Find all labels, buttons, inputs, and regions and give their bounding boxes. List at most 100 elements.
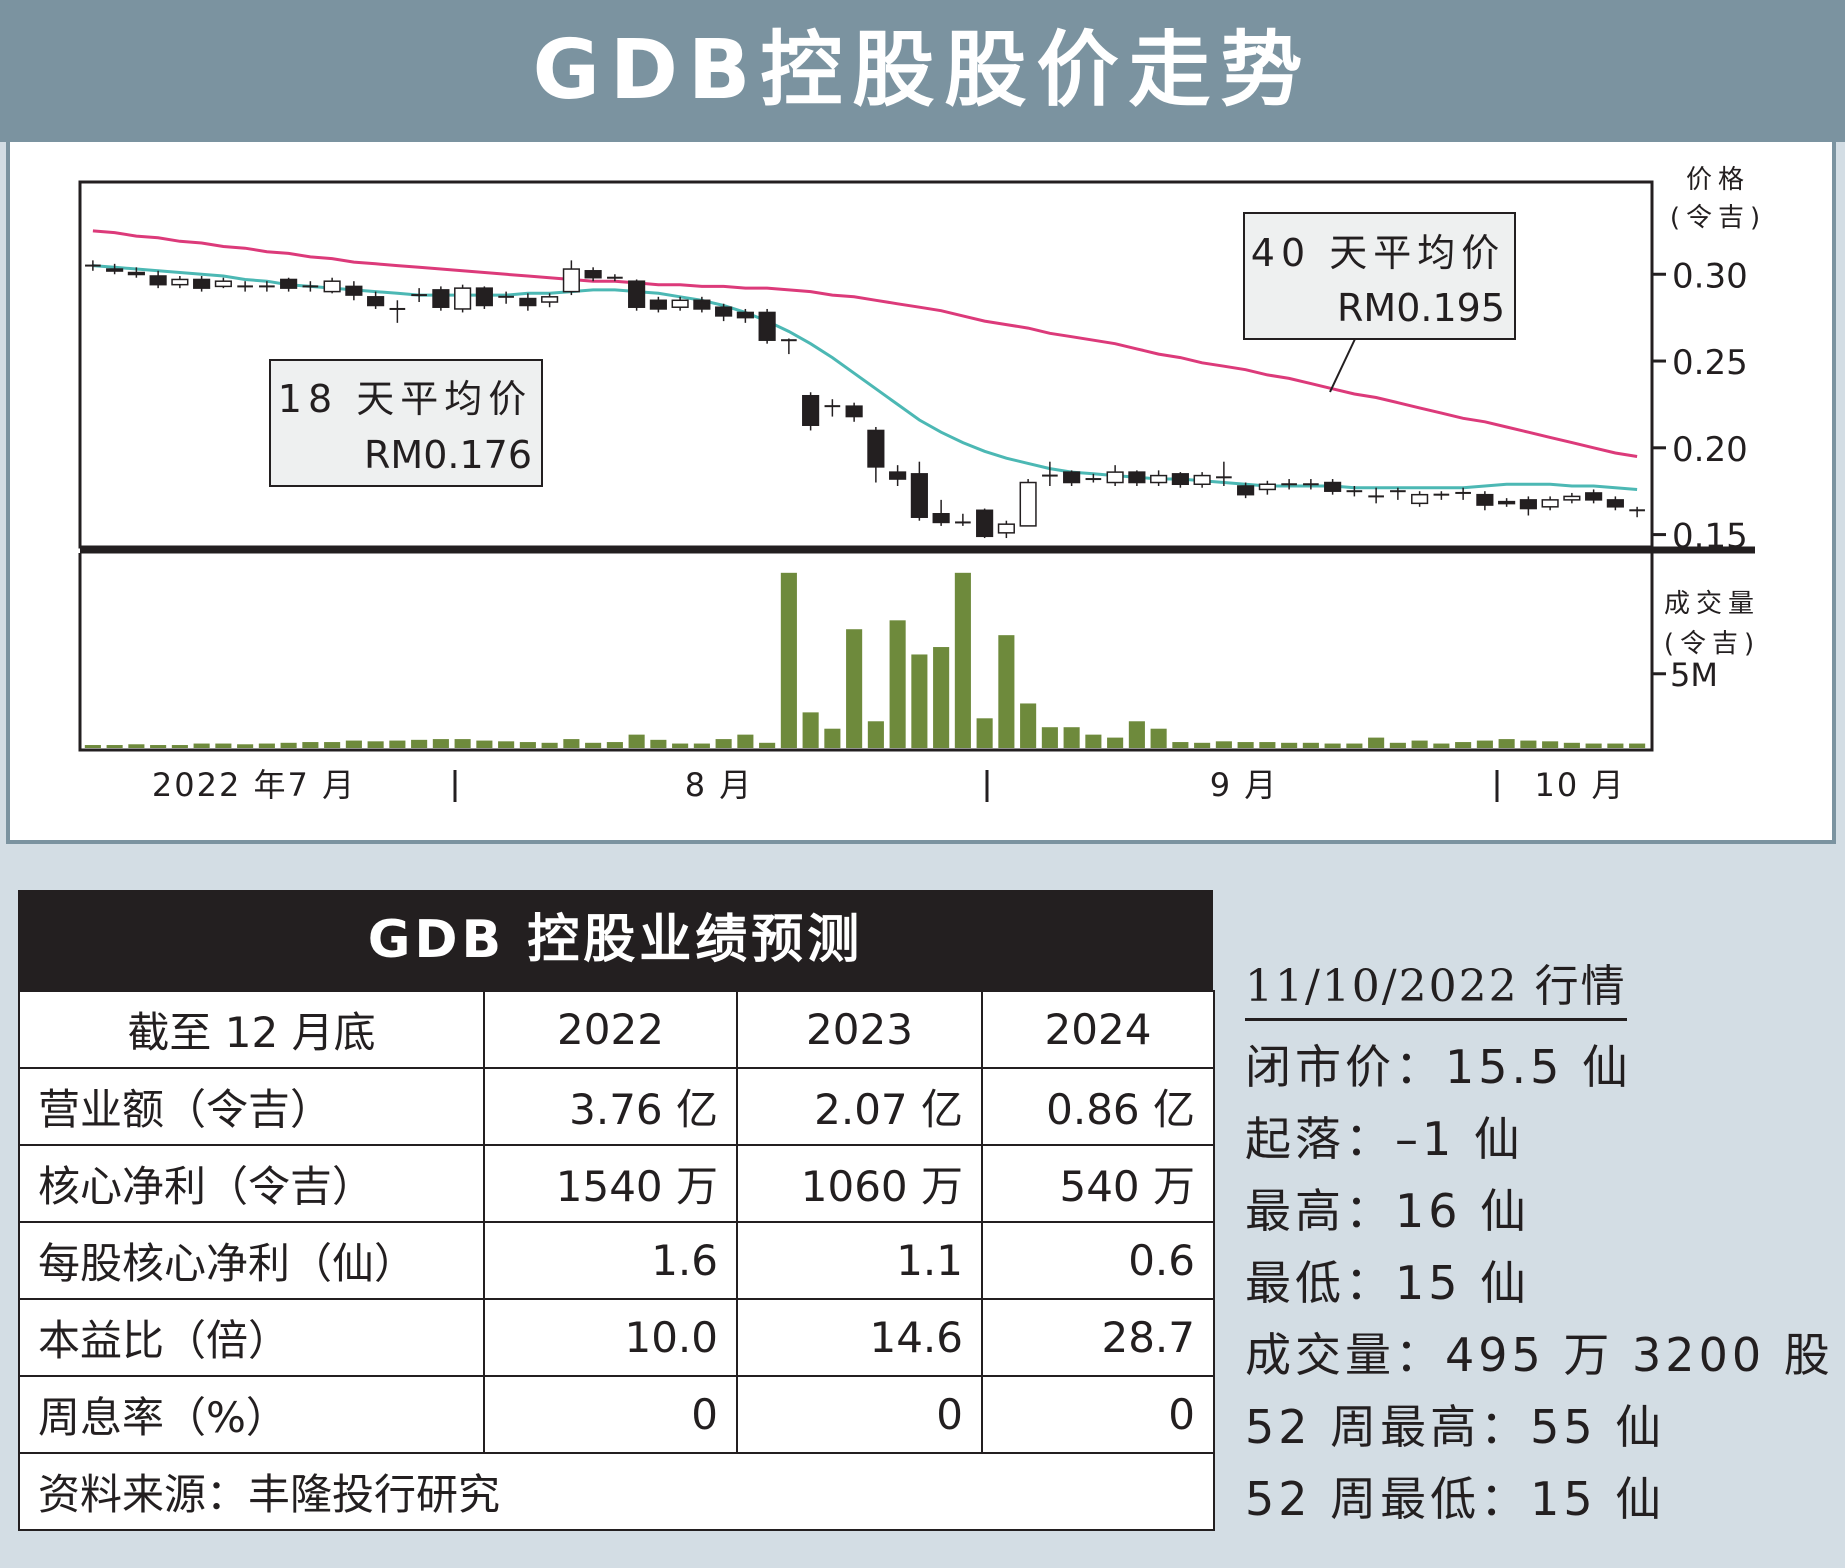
candle-body: [1237, 485, 1255, 496]
candle-body: [910, 473, 928, 518]
volume-bar: [1455, 742, 1472, 748]
candle: [1541, 496, 1559, 511]
candle: [736, 308, 754, 323]
candle-body: [845, 405, 863, 418]
candle: [628, 279, 646, 311]
volume-bar: [476, 740, 493, 748]
candle: [106, 263, 124, 275]
volume-axis: 5M: [1652, 656, 1718, 694]
x-label-oct: 10 月: [1535, 766, 1626, 804]
candle: [259, 281, 275, 292]
candle: [1237, 482, 1255, 499]
volume-bar: [1172, 742, 1189, 748]
volume-bar: [1411, 740, 1428, 748]
volume-bar: [628, 734, 645, 748]
candle-body: [758, 311, 776, 341]
market-title: 11/10/2022 行情: [1245, 950, 1627, 1021]
candle: [1303, 479, 1319, 490]
candle: [910, 461, 928, 521]
header-bar: GDB控股股价走势: [0, 0, 1845, 142]
candle-body: [214, 280, 232, 288]
candle: [1476, 491, 1494, 511]
volume-tick-label: 5M: [1670, 656, 1718, 694]
candle-body: [1150, 474, 1168, 484]
price-tick-label: 0.30: [1672, 256, 1748, 296]
cell-value: 1060 万: [736, 1144, 983, 1223]
volume-bar: [128, 744, 145, 748]
column-header: 2022: [483, 990, 738, 1069]
volume-bars: [84, 572, 1646, 748]
candle: [432, 286, 450, 311]
volume-bar: [759, 742, 776, 748]
candle: [1216, 461, 1232, 486]
candle-body: [1476, 493, 1494, 506]
candle: [1411, 491, 1429, 507]
candle: [1629, 506, 1645, 518]
volume-bar: [737, 734, 754, 748]
cell-value: 0: [483, 1375, 738, 1454]
candle: [889, 465, 907, 486]
volume-bar: [193, 743, 210, 748]
volume-bar: [1259, 742, 1276, 748]
candle-body: [649, 299, 667, 310]
candle: [671, 296, 689, 311]
forecast-title: GDB 控股业绩预测: [18, 890, 1213, 990]
candle: [1368, 487, 1384, 504]
candle: [781, 338, 797, 355]
volume-bar: [693, 743, 710, 748]
candle-body: [1171, 473, 1189, 486]
price-tick-label: 0.20: [1672, 430, 1748, 470]
candle-body: [1498, 500, 1516, 505]
candle: [149, 270, 167, 289]
candle: [1042, 461, 1058, 486]
forecast-table: 截至 12 月底 2022 2023 2024 营业额（令吉） 3.76 亿 2…: [18, 990, 1215, 1531]
candle: [1346, 485, 1363, 497]
volume-bar: [1629, 743, 1646, 748]
price-tick-label: 0.25: [1672, 343, 1748, 383]
candle: [498, 291, 514, 304]
candle-body: [345, 285, 363, 296]
ma40-line: [92, 229, 1638, 458]
candle-body: [1019, 481, 1037, 527]
candle-body: [432, 289, 450, 308]
candle: [693, 296, 711, 313]
price-axis: 0.30 0.25 0.20 0.15: [1652, 256, 1748, 557]
volume-bar: [432, 739, 449, 748]
market-volume: 成交量：495 万 3200 股: [1245, 1328, 1834, 1382]
candle-body: [1585, 492, 1603, 501]
candle: [1281, 479, 1297, 490]
candle-body: [736, 311, 754, 319]
candle: [584, 267, 602, 282]
candle-body: [149, 275, 167, 286]
cell-value: 0.6: [981, 1221, 1215, 1300]
cell-value: 2.07 亿: [736, 1067, 983, 1146]
volume-bar: [106, 745, 123, 748]
cell-value: 0: [736, 1375, 983, 1454]
volume-bar: [1107, 737, 1124, 748]
volume-bar: [976, 718, 993, 748]
row-label: 营业额（令吉）: [18, 1067, 485, 1146]
candle: [1258, 480, 1276, 495]
candle: [845, 402, 863, 422]
volume-bar: [1128, 721, 1145, 748]
candle: [802, 392, 820, 431]
candle-body: [475, 287, 493, 307]
table-row: 本益比（倍） 10.0 14.6 28.7: [18, 1298, 1215, 1377]
candle: [1519, 496, 1537, 516]
candle: [867, 426, 885, 483]
candle: [1606, 496, 1624, 511]
candle: [715, 303, 733, 322]
cell-value: 10.0: [483, 1298, 738, 1377]
candle-body: [193, 278, 211, 289]
cell-value: 28.7: [981, 1298, 1215, 1377]
volume-bar: [1563, 742, 1580, 748]
candle-body: [628, 280, 646, 308]
candle: [1106, 465, 1124, 486]
candle: [411, 288, 427, 303]
candle-body: [367, 296, 385, 307]
candle-body: [541, 296, 559, 303]
candle-body: [693, 299, 711, 310]
volume-bar: [367, 741, 384, 748]
volume-bar: [171, 745, 188, 748]
candle-body: [1128, 471, 1146, 484]
